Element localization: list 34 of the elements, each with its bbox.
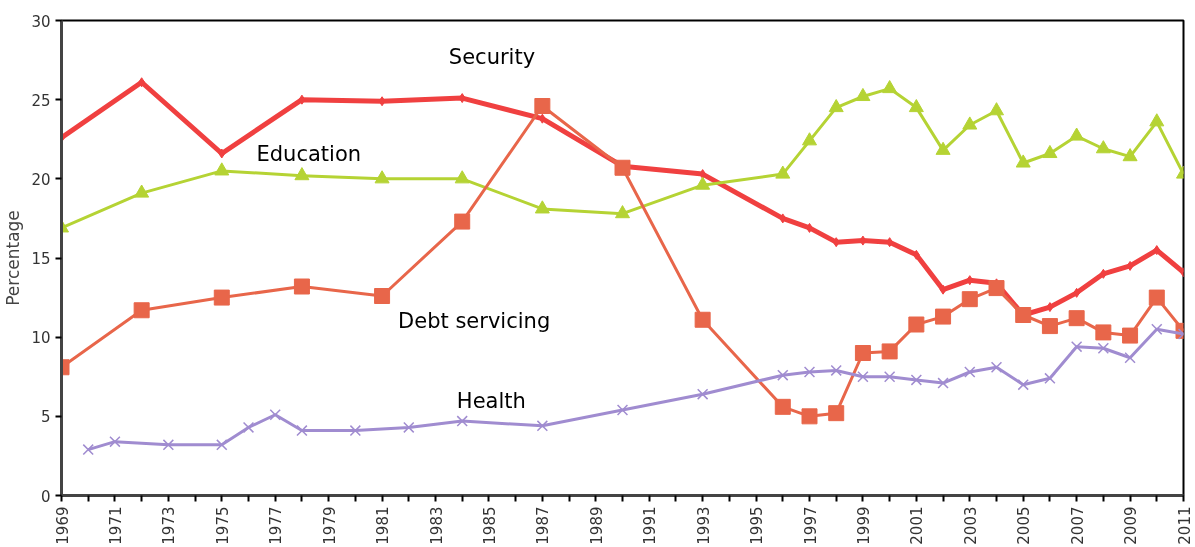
y-axis-title: Percentage <box>3 210 24 306</box>
x-tick-label: 2009 <box>1122 506 1141 545</box>
x-tick-label: 1977 <box>267 506 286 545</box>
series-label: Debt servicing <box>398 309 551 334</box>
x-tick-label: 1993 <box>694 506 713 545</box>
y-tick-label: 5 <box>40 408 51 427</box>
x-tick-label: 2003 <box>961 506 980 545</box>
x-tick-label: 1983 <box>427 506 446 545</box>
y-tick-label: 15 <box>31 250 51 268</box>
x-tick-label: 1975 <box>213 506 232 545</box>
x-tick-label: 1995 <box>748 506 767 545</box>
y-tick-label: 25 <box>31 91 51 110</box>
x-tick-label: 1985 <box>480 506 499 545</box>
x-tick-label: 2011 <box>1175 506 1194 545</box>
y-tick-label: 30 <box>31 12 51 31</box>
series-label: Education <box>256 141 362 166</box>
x-tick-label: 1981 <box>374 506 393 545</box>
x-tick-label: 1987 <box>534 506 553 545</box>
y-tick-label: 10 <box>31 329 51 348</box>
x-tick-label: 1973 <box>160 506 179 545</box>
x-tick-label: 2001 <box>908 506 927 545</box>
x-tick-label: 2005 <box>1015 506 1034 545</box>
x-tick-label: 2007 <box>1068 506 1087 545</box>
series-label: Health <box>456 388 526 413</box>
y-tick-label: 20 <box>31 170 51 189</box>
x-tick-label: 1997 <box>801 506 820 545</box>
x-tick-label: 1971 <box>106 506 125 545</box>
x-tick-label: 1979 <box>320 506 339 545</box>
series-label: Security <box>448 44 536 69</box>
x-tick-label: 1969 <box>53 506 72 545</box>
x-tick-label: 1989 <box>587 506 606 545</box>
x-tick-label: 1999 <box>854 506 873 545</box>
x-tick-label: 1991 <box>641 506 660 545</box>
y-tick-label: 0 <box>40 487 51 506</box>
